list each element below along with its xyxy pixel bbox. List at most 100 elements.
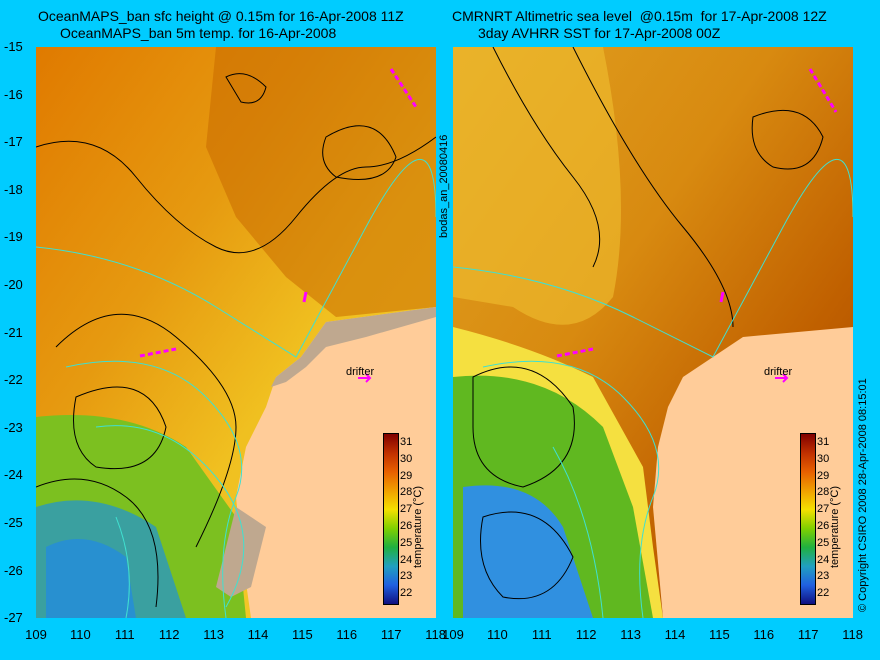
ssh-contour (492, 47, 601, 268)
left-map-panel (36, 47, 436, 618)
right-title-line2: 3day AVHRR SST for 17-Apr-2008 00Z (478, 25, 721, 41)
longitude-tick-label: 114 (247, 627, 269, 642)
copyright-label: © Copyright CSIRO 2008 28-Apr-2008 08:15… (857, 378, 869, 612)
longitude-tick-label: 112 (158, 627, 180, 642)
longitude-tick-label: 117 (797, 627, 819, 642)
coastal-shelf (271, 307, 436, 387)
colorbar-tick-label: 22 (817, 587, 830, 600)
longitude-tick-label: 117 (380, 627, 402, 642)
ssh-contour (55, 313, 237, 548)
colorbar-tick-label: 22 (400, 587, 413, 600)
ssh-contour (225, 73, 267, 104)
latitude-tick-label: -24 (4, 467, 23, 483)
center-run-label: bodas_an_20080416 (438, 134, 450, 238)
colorbar-tick-label: 24 (400, 553, 413, 566)
ssh-contour (73, 386, 167, 470)
isobath (552, 446, 604, 618)
colorbar-tick-label: 30 (400, 452, 413, 465)
latitude-tick-label: -27 (4, 610, 23, 626)
latitude-tick-label: -17 (4, 134, 23, 150)
colorbar-tick-label: 28 (817, 486, 830, 499)
ssh-contour (36, 136, 436, 254)
left-map (36, 47, 436, 618)
colorbar-tick-label: 31 (400, 436, 413, 448)
drifter-arrow-icon (775, 373, 789, 383)
latitude-tick-label: -22 (4, 372, 23, 388)
longitude-tick-label: 109 (442, 627, 464, 642)
longitude-tick-label: 116 (336, 627, 358, 642)
isobath (36, 158, 436, 358)
colorbar-tick-label: 25 (400, 536, 413, 549)
colorbar-tick-label: 27 (817, 503, 830, 516)
drifter-arrow-icon (358, 373, 372, 383)
longitude-tick-label: 118 (842, 627, 863, 642)
longitude-tick-label: 113 (203, 627, 224, 642)
isobath (115, 516, 130, 618)
latitude-tick-label: -16 (4, 86, 23, 102)
longitude-tick-label: 114 (664, 627, 686, 642)
moderate-region (453, 47, 621, 325)
latitude-tick-label: -18 (4, 181, 23, 197)
longitude-tick-label: 118 (425, 627, 446, 642)
drifter-track-icon (389, 68, 418, 108)
colorbar-tick-label: 23 (817, 570, 830, 583)
longitude-tick-label: 112 (575, 627, 597, 642)
latitude-tick-label: -25 (4, 515, 23, 530)
longitude-tick-label: 111 (531, 627, 552, 642)
isobath (482, 360, 660, 618)
ssh-contour (322, 125, 397, 180)
colorbar-tick-label: 28 (400, 486, 413, 499)
ssh-contour (751, 109, 824, 170)
north-west-cape-shelf (216, 507, 266, 597)
drifter-track-icon (302, 291, 308, 303)
left-drifter-label: drifter (346, 366, 375, 378)
isobath (65, 360, 243, 618)
latitude-tick-label: -21 (4, 324, 23, 340)
latitude-tick-label: -20 (4, 277, 23, 292)
longitude-tick-label: 110 (70, 627, 91, 642)
drifter-track-icon (556, 347, 594, 358)
colorbar-tick-label: 24 (817, 553, 830, 566)
latitude-tick-label: -23 (4, 419, 23, 435)
warm-region (206, 47, 436, 317)
longitude-tick-label: 110 (487, 627, 508, 642)
latitude-tick-label: -19 (4, 229, 23, 245)
right-drifter-label: drifter (764, 366, 793, 378)
right-colorbar-label: temperature (°C) (829, 485, 841, 568)
longitude-tick-label: 115 (292, 627, 313, 642)
longitude-tick-label: 111 (114, 627, 135, 642)
drifter-track-icon (719, 291, 725, 303)
coldest-region (463, 485, 593, 618)
colorbar-tick-label: 30 (817, 452, 830, 465)
left-title-line1: OceanMAPS_ban sfc height @ 0.15m for 16-… (38, 8, 404, 24)
colorbar-tick-label: 27 (400, 503, 413, 516)
ssh-contour (472, 366, 575, 488)
left-title-line2: OceanMAPS_ban 5m temp. for 16-Apr-2008 (60, 25, 337, 41)
colorbar-tick-label: 31 (817, 436, 830, 448)
coldest-region (46, 539, 136, 618)
latitude-tick-label: -26 (4, 562, 23, 578)
longitude-tick-label: 115 (709, 627, 730, 642)
colorbar-tick-label: 26 (817, 520, 830, 532)
isobath (95, 425, 245, 608)
right-map-panel (453, 47, 853, 618)
colorbar-tick-label: 29 (817, 469, 830, 482)
right-colorbar (800, 433, 816, 605)
latitude-tick-label: -15 (4, 39, 23, 54)
left-colorbar-label: temperature (°C) (412, 485, 424, 568)
drifter-track-icon (808, 68, 838, 113)
ssh-contour (480, 511, 574, 600)
ssh-contour (572, 47, 734, 328)
colorbar-tick-label: 25 (817, 536, 830, 549)
drifter-track-icon (139, 347, 177, 358)
colorbar-tick-label: 26 (400, 520, 413, 532)
longitude-tick-label: 116 (753, 627, 775, 642)
longitude-tick-label: 113 (620, 627, 641, 642)
left-colorbar (383, 433, 399, 605)
longitude-tick-label: 109 (25, 627, 47, 642)
right-map (453, 47, 853, 618)
ssh-contour (36, 478, 159, 608)
colorbar-tick-label: 29 (400, 469, 413, 482)
isobath (453, 158, 853, 358)
right-title-line1: CMRNRT Altimetric sea level @0.15m for 1… (452, 8, 827, 24)
